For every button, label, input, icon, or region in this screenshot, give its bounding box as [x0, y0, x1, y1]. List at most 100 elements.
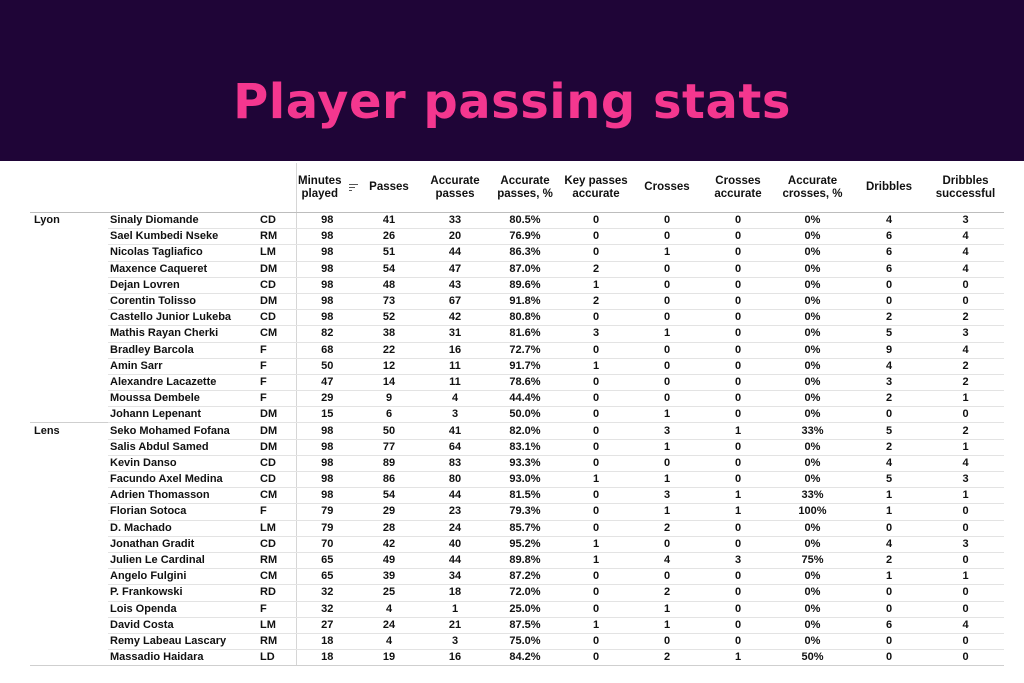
passes-cell: 24 — [358, 617, 420, 634]
minutes-cell: 27 — [295, 617, 358, 634]
accurate-passes-pct-cell: 85.7% — [490, 520, 560, 537]
key-passes-cell: 0 — [560, 406, 632, 424]
accurate-passes-cell: 42 — [420, 309, 490, 327]
dribbles-cell: 6 — [851, 244, 927, 262]
table-body: Lyon Sinaly Diomande CD 98 41 33 80.5% 0 0 0 0% 4 3 S… — [30, 212, 1004, 667]
key-passes-cell: 1 — [560, 552, 632, 570]
accurate-crosses-pct-cell: 75% — [774, 552, 851, 570]
table-row: Kevin Danso CD 98 89 83 93.3% 0 0 0 0% 4 4 — [30, 455, 1004, 473]
minutes-cell: 65 — [295, 568, 358, 586]
table-row: Remy Labeau Lascary RM 18 4 3 75.0% 0 0 0 0% 0 0 — [30, 633, 1004, 651]
header-player — [108, 163, 258, 213]
passes-cell: 73 — [358, 293, 420, 311]
team-cell — [30, 649, 108, 667]
dribbles-cell: 0 — [851, 520, 927, 537]
player-name-cell: Mathis Rayan Cherki — [108, 325, 258, 343]
accurate-crosses-pct-cell: 0% — [774, 228, 851, 246]
key-passes-cell: 0 — [560, 390, 632, 408]
crosses-accurate-cell: 0 — [702, 228, 774, 246]
accurate-passes-cell: 40 — [420, 536, 490, 553]
dribbles-successful-cell: 0 — [927, 584, 1004, 602]
dribbles-successful-cell: 1 — [927, 439, 1004, 456]
accurate-passes-cell: 23 — [420, 503, 490, 521]
accurate-passes-cell: 33 — [420, 212, 490, 230]
dribbles-successful-cell: 2 — [927, 309, 1004, 327]
crosses-accurate-cell: 0 — [702, 212, 774, 230]
position-cell: DM — [258, 439, 296, 456]
crosses-accurate-cell: 0 — [702, 633, 774, 651]
accurate-passes-cell: 44 — [420, 487, 490, 505]
table-row: Facundo Axel Medina CD 98 86 80 93.0% 1 1 0 0% 5 3 — [30, 471, 1004, 489]
key-passes-cell: 0 — [560, 520, 632, 537]
player-name-cell: Johann Lepenant — [108, 406, 258, 424]
crosses-accurate-cell: 0 — [702, 342, 774, 359]
position-cell: RM — [258, 633, 296, 651]
table-row: Sael Kumbedi Nseke RM 98 26 20 76.9% 0 0 0 0% 6 4 — [30, 228, 1004, 246]
crosses-accurate-cell: 0 — [702, 244, 774, 262]
accurate-passes-pct-cell: 25.0% — [490, 601, 560, 618]
team-cell — [30, 536, 108, 552]
accurate-crosses-pct-cell: 0% — [774, 601, 851, 618]
dribbles-cell: 5 — [851, 422, 927, 440]
header-minutes-played[interactable]: Minutes played — [295, 163, 358, 213]
key-passes-cell: 0 — [560, 439, 632, 456]
minutes-cell: 82 — [295, 325, 358, 343]
dribbles-cell: 1 — [851, 487, 927, 505]
accurate-passes-pct-cell: 89.6% — [490, 277, 560, 294]
header-team — [30, 163, 108, 213]
dribbles-cell: 0 — [851, 633, 927, 651]
accurate-crosses-pct-cell: 0% — [774, 633, 851, 651]
accurate-passes-cell: 18 — [420, 584, 490, 602]
accurate-passes-pct-cell: 89.8% — [490, 552, 560, 570]
team-cell: Lens — [34, 424, 60, 437]
crosses-cell: 0 — [632, 309, 702, 327]
dribbles-cell: 6 — [851, 228, 927, 246]
dribbles-successful-cell: 2 — [927, 374, 1004, 392]
player-name-cell: Sinaly Diomande — [108, 212, 258, 230]
position-cell: CD — [258, 277, 296, 294]
crosses-accurate-cell: 0 — [702, 309, 774, 327]
accurate-crosses-pct-cell: 0% — [774, 439, 851, 456]
team-cell — [30, 261, 108, 277]
dribbles-cell: 0 — [851, 649, 927, 667]
crosses-accurate-cell: 0 — [702, 261, 774, 278]
minutes-cell: 70 — [295, 536, 358, 553]
table-row: Castello Junior Lukeba CD 98 52 42 80.8% 0 0 0 0%… — [30, 309, 1004, 327]
sort-descending-icon[interactable] — [348, 183, 358, 193]
table-row: Angelo Fulgini CM 65 39 34 87.2% 0 0 0 0% 1 1 — [30, 568, 1004, 586]
passes-cell: 4 — [358, 601, 420, 618]
crosses-accurate-cell: 0 — [702, 406, 774, 424]
accurate-passes-pct-cell: 84.2% — [490, 649, 560, 667]
crosses-accurate-cell: 0 — [702, 439, 774, 456]
team-cell — [30, 569, 108, 585]
dribbles-successful-cell: 3 — [927, 325, 1004, 343]
accurate-passes-cell: 20 — [420, 228, 490, 246]
minutes-cell: 18 — [295, 633, 358, 651]
accurate-crosses-pct-cell: 50% — [774, 649, 851, 667]
player-name-cell: Moussa Dembele — [108, 390, 258, 408]
accurate-passes-cell: 64 — [420, 439, 490, 456]
dribbles-cell: 1 — [851, 503, 927, 521]
minutes-cell: 50 — [295, 358, 358, 375]
crosses-accurate-cell: 0 — [702, 390, 774, 408]
passes-cell: 77 — [358, 439, 420, 456]
passes-cell: 38 — [358, 325, 420, 343]
key-passes-cell: 1 — [560, 277, 632, 294]
crosses-accurate-cell: 0 — [702, 568, 774, 586]
crosses-accurate-cell: 1 — [702, 649, 774, 667]
player-name-cell: Sael Kumbedi Nseke — [108, 228, 258, 246]
position-cell: CD — [258, 536, 296, 553]
crosses-cell: 0 — [632, 277, 702, 294]
team-cell — [30, 374, 108, 390]
dribbles-successful-cell: 3 — [927, 471, 1004, 489]
key-passes-cell: 0 — [560, 244, 632, 262]
accurate-passes-cell: 3 — [420, 406, 490, 424]
crosses-cell: 0 — [632, 212, 702, 230]
accurate-crosses-pct-cell: 0% — [774, 471, 851, 489]
table-row: Florian Sotoca F 79 29 23 79.3% 0 1 1 100% 1 0 — [30, 503, 1004, 521]
accurate-passes-pct-cell: 93.3% — [490, 455, 560, 473]
team-cell — [30, 326, 108, 342]
key-passes-cell: 0 — [560, 309, 632, 327]
team-cell — [30, 358, 108, 374]
position-cell: F — [258, 503, 296, 521]
